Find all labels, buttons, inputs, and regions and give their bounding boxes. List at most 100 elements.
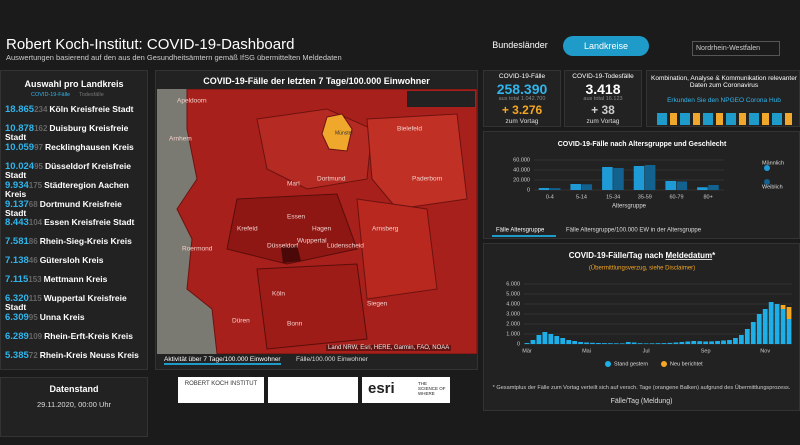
icons[interactable] (657, 113, 792, 125)
esri-logo[interactable]: esri THE SCIENCE OF WHERE (362, 377, 450, 403)
bar (697, 341, 703, 344)
map-tab[interactable]: Aktivität über 7 Tage/100.000 Einwohner (164, 356, 281, 365)
cases: 10.024 (5, 160, 35, 172)
list-item[interactable]: 10.05997 Recklinghausen Kreis (5, 141, 143, 152)
deaths: 153 (28, 275, 42, 285)
subtitle: Auswertungen basierend auf den aus den G… (6, 53, 342, 62)
list-item[interactable]: 6.289109 Rhein-Erft-Kreis Kreis (5, 331, 143, 341)
status-title: Datenstand (49, 384, 99, 394)
y-tick-label: 0 (517, 341, 520, 347)
y-tick-label: 0 (527, 187, 530, 193)
cases: 9.934 (5, 179, 29, 191)
district: Recklinghausen Kreis (44, 141, 134, 152)
bar (548, 334, 554, 344)
bar (703, 341, 709, 344)
deaths: 109 (28, 331, 43, 341)
x-tick-label: Mär (522, 348, 532, 354)
cases: 8.443 (5, 217, 29, 229)
list-item[interactable]: 10.878162 Duisburg Kreisfreie Stadt (5, 123, 143, 142)
bar (768, 302, 774, 344)
list-panel: Auswahl pro Landkreis COVID-19-Fälle Tod… (0, 70, 148, 370)
kpi-card: COVID-19-Fälle 258.390 aus total 1.042.700… (483, 70, 561, 127)
footnote: * Gesamtplus der Fälle zum Vortag vertei… (492, 385, 791, 391)
place-label: Bonn (287, 321, 303, 328)
title-part[interactable]: Meldedatum (665, 251, 712, 260)
list-item[interactable]: 5.38572 Rhein-Kreis Neuss Kreis (5, 349, 143, 361)
deaths: 95 (28, 312, 38, 322)
deaths: 175 (28, 180, 43, 190)
partner-logo[interactable] (268, 377, 358, 403)
place-label: Roermond (182, 246, 213, 253)
place-label: Düren (232, 318, 250, 325)
info-link[interactable]: Erkunden Sie den NPGEO Corona Hub (667, 97, 781, 104)
list-item[interactable]: 6.320115 Wuppertal Kreisfreie Stadt (5, 294, 143, 312)
y-tick-label: 4.000 (506, 301, 520, 307)
x-tick-label: 5-14 (576, 194, 587, 200)
district: Essen Kreisfreie Stadt (44, 217, 135, 228)
list-item[interactable]: 18.865234 Köln Kreisfreie Stadt (5, 105, 143, 115)
district: Unna Kreis (39, 311, 85, 322)
bar (685, 341, 691, 344)
info-panel: Kombination, Analyse & Kommunikation rel… (646, 70, 800, 127)
list-item[interactable]: 7.58186 Rhein-Sieg-Kreis Kreis (5, 237, 143, 247)
map-attribution: Land NRW, Esri, HERE, Garmin, FAO, NOAA (326, 345, 452, 351)
bar (715, 341, 720, 344)
chart-title: COVID-19-Fälle nach Altersgruppe und Ges… (558, 141, 727, 148)
place-label: Marl (287, 181, 300, 188)
bar (637, 343, 643, 344)
x-tick-label: 35-59 (638, 194, 652, 200)
x-tick-label: 0-4 (546, 194, 554, 200)
list-item[interactable]: 6.30995 Unna Kreis (5, 311, 143, 322)
esri-tag: THE SCIENCE OF WHERE (418, 381, 446, 396)
cases: 5.385 (5, 349, 29, 361)
bar (572, 341, 578, 344)
bar (596, 343, 601, 344)
list-item[interactable]: 10.02495 Düsseldorf Kreisfreie Stadt (5, 160, 143, 180)
list-item[interactable]: 7.115153 Mettmann Kreis (5, 275, 143, 285)
map-tools[interactable] (407, 91, 475, 107)
kpi-title: COVID-19-Fälle (498, 73, 546, 80)
place-label: Köln (272, 291, 285, 298)
bar (602, 167, 613, 190)
kpi-delta-label: zum Vortag (505, 118, 539, 125)
status-panel: Datenstand 29.11.2020, 00:00 Uhr (0, 377, 148, 437)
bar (697, 187, 708, 190)
bar (602, 343, 607, 344)
rki-logo[interactable]: ROBERT KOCH INSTITUT (178, 377, 264, 403)
legend-label: Männlich (762, 160, 784, 166)
list-tab[interactable]: Todesfälle (79, 92, 104, 98)
map-title: COVID-19-Fälle der letzten 7 Tage/100.00… (203, 76, 430, 86)
bar (649, 343, 655, 344)
bar (786, 307, 792, 319)
age-chart: COVID-19-Fälle nach Altersgruppe und Ges… (492, 141, 784, 237)
map-tab[interactable]: Fälle/100.000 Einwohner (296, 356, 368, 363)
x-tick-label: 15-34 (606, 194, 620, 200)
y-tick-label: 20.000 (513, 177, 530, 183)
tab-active[interactable]: Landkreise (563, 36, 649, 56)
kpi-delta: + 38 (591, 103, 615, 117)
place-label: Apeldoorn (177, 98, 207, 105)
bar (727, 340, 732, 344)
legend-swatch (764, 165, 770, 171)
bar (566, 340, 572, 344)
list-tab[interactable]: COVID-19-Fälle (31, 92, 71, 98)
bar (721, 340, 726, 344)
list-item[interactable]: 8.443104 Essen Kreisfreie Stadt (5, 217, 143, 229)
x-tick-label: Jul (643, 348, 650, 354)
map[interactable]: Apeldoorn Arnhem Münster Bielefeld Paderborn… (157, 89, 477, 354)
bar (679, 342, 685, 344)
map-panel: COVID-19-Fälle der letzten 7 Tage/100.00… (155, 70, 478, 370)
kpi-value: 258.390 (496, 81, 548, 97)
region-select[interactable]: Nordrhein-Westfalen (692, 41, 780, 56)
esri-name: esri (368, 380, 395, 397)
list-item[interactable]: 9.934175 Städteregion Aachen Kreis (5, 179, 143, 199)
district: Dortmund Kreisfreie Stadt (5, 198, 122, 218)
tab[interactable]: Bundesländer (492, 40, 548, 50)
y-tick-label: 60.000 (513, 157, 530, 163)
list-item[interactable]: 7.13846 Gütersloh Kreis (5, 256, 143, 266)
list-title: Auswahl pro Landkreis (24, 79, 124, 89)
kpi-card: COVID-19-Todesfälle 3.418 aus total 16.123… (564, 70, 642, 127)
list-item[interactable]: 9.13768 Dortmund Kreisfreie Stadt (5, 198, 143, 218)
x-tick-label: Nov (760, 348, 770, 354)
